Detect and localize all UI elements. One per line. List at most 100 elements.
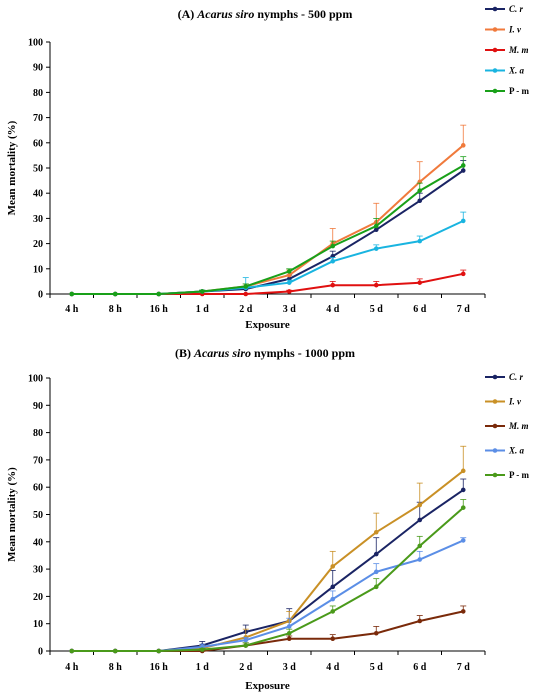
y-axis-label: Mean mortality (%) — [6, 120, 18, 215]
legend-swatch-marker — [492, 6, 498, 12]
y-tick-label: 100 — [28, 38, 43, 49]
chart-title: (A) Acarus siro nymphs - 500 ppm — [178, 7, 353, 21]
data-point — [373, 246, 379, 251]
chart-title-species: Acarus siro — [193, 346, 251, 360]
legend-swatch-marker — [492, 374, 498, 380]
data-point — [286, 636, 292, 642]
data-point — [460, 487, 466, 493]
series-iv — [69, 124, 467, 297]
x-tick-label: 16 h — [150, 304, 169, 315]
legend-entry: P - m — [485, 470, 529, 480]
chart-title-rest: nymphs - 500 ppm — [254, 7, 352, 21]
data-point — [330, 282, 336, 288]
data-point — [460, 468, 466, 474]
x-tick-label: 2 d — [239, 662, 253, 673]
data-point — [373, 551, 379, 557]
legend-entry: M. m — [485, 45, 529, 55]
data-point — [417, 517, 423, 523]
data-point — [156, 648, 162, 654]
y-tick-label: 70 — [33, 113, 43, 124]
data-point — [112, 291, 118, 297]
x-tick-label: 3 d — [283, 304, 297, 315]
data-point — [460, 218, 466, 224]
legend-entry: X. a — [485, 446, 525, 456]
series-iv — [69, 445, 467, 654]
y-tick-label: 60 — [33, 483, 43, 494]
data-point — [156, 291, 162, 297]
data-point — [460, 538, 466, 543]
chart-title: (B) Acarus siro nymphs - 1000 ppm — [175, 346, 355, 360]
data-point — [286, 289, 292, 294]
series-pm — [69, 156, 467, 297]
data-point — [286, 272, 292, 278]
y-tick-label: 20 — [33, 592, 43, 603]
x-tick-label: 3 d — [283, 662, 297, 673]
legend-label: P - m — [509, 86, 529, 96]
y-tick-label: 50 — [33, 164, 43, 175]
series-pm — [69, 499, 467, 654]
series-cr — [69, 160, 467, 297]
data-point — [460, 271, 466, 277]
y-tick-label: 10 — [33, 264, 43, 275]
series-line — [71, 169, 464, 295]
y-tick-label: 80 — [33, 88, 43, 99]
legend-swatch-marker — [492, 399, 498, 404]
chart-title-species: Acarus siro — [196, 7, 254, 21]
data-point — [460, 505, 466, 510]
series-line — [71, 610, 464, 652]
data-point — [69, 648, 75, 654]
legend-swatch-marker — [492, 68, 498, 73]
data-point — [330, 609, 336, 614]
data-point — [69, 291, 75, 297]
chart-title-label: (B) — [175, 346, 194, 360]
data-point — [112, 648, 118, 654]
legend-entry: C. r — [485, 4, 524, 14]
x-tick-label: 8 h — [109, 304, 123, 315]
data-point — [373, 569, 379, 575]
y-tick-label: 80 — [33, 428, 43, 439]
data-point — [373, 227, 379, 233]
legend-label: X. a — [508, 66, 525, 76]
data-point — [286, 624, 292, 629]
legend-entry: I. v — [485, 25, 522, 35]
y-tick-label: 0 — [38, 647, 43, 658]
x-tick-label: 1 d — [196, 304, 210, 315]
x-tick-label: 4 h — [65, 662, 79, 673]
x-tick-label: 4 d — [326, 304, 340, 315]
data-point — [373, 630, 379, 636]
legend-label: C. r — [509, 372, 524, 382]
data-point — [417, 557, 423, 562]
data-point — [417, 502, 423, 508]
chart-title-rest: nymphs - 1000 ppm — [251, 346, 355, 360]
y-tick-label: 30 — [33, 214, 43, 225]
series-cr — [69, 478, 467, 654]
data-point — [373, 282, 379, 288]
legend-label: M. m — [508, 421, 529, 431]
series-line — [71, 539, 464, 652]
chart-title-label: (A) — [178, 7, 198, 21]
data-point — [199, 289, 205, 294]
data-point — [417, 618, 423, 624]
data-point — [330, 636, 336, 642]
data-point — [460, 163, 466, 168]
legend-entry: I. v — [485, 397, 522, 407]
x-tick-label: 1 d — [196, 662, 210, 673]
y-tick-label: 90 — [33, 63, 43, 74]
data-point — [460, 143, 466, 148]
y-tick-label: 20 — [33, 239, 43, 250]
x-tick-label: 4 d — [326, 662, 340, 673]
data-point — [243, 291, 249, 297]
series-xa — [69, 537, 467, 654]
data-point — [330, 243, 336, 249]
chart-panel-b: (B) Acarus siro nymphs - 1000 ppm 0 10 20 30… — [6, 346, 529, 692]
y-tick-label: 30 — [33, 565, 43, 576]
data-point — [460, 168, 466, 173]
x-tick-label: 7 d — [457, 304, 471, 315]
y-tick-label: 90 — [33, 401, 43, 412]
y-tick-label: 50 — [33, 510, 43, 521]
legend-label: I. v — [508, 397, 522, 407]
legend-entry: P - m — [485, 86, 529, 96]
x-tick-label: 5 d — [370, 662, 384, 673]
y-tick-label: 70 — [33, 455, 43, 466]
data-point — [330, 596, 336, 602]
